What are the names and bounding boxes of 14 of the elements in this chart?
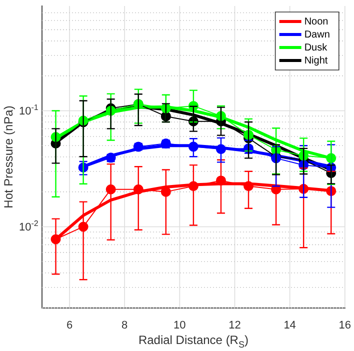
x-tick-label: 16 (338, 319, 352, 332)
x-tick-label: 12 (228, 319, 241, 332)
x-tick-label: 10 (174, 319, 186, 332)
legend-label: Night (304, 55, 328, 66)
y-tick-label: 10$^{-1}$ (19, 102, 38, 118)
x-tick-label: 8 (122, 319, 128, 332)
y-axis-title: Hot Pressure (nPa) (0, 106, 15, 208)
legend-label: Noon (304, 16, 328, 28)
legend-label: Dusk (304, 42, 328, 54)
x-tick-label: 14 (284, 319, 296, 332)
legend-label: Dawn (304, 29, 330, 40)
y-tick-label: 10$^{-2}$ (19, 218, 38, 234)
x-tick-label: 6 (66, 319, 73, 332)
x-axis-title: Radial Distance (R$_{S}$) (138, 333, 248, 350)
